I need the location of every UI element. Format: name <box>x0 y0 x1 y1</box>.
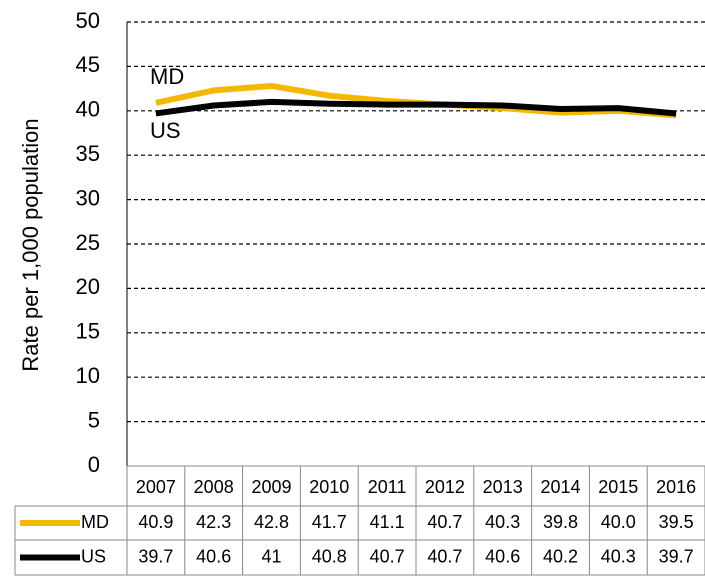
table-value: 40.3 <box>601 546 636 566</box>
table-value: 41.7 <box>312 512 347 532</box>
y-tick-label: 50 <box>76 8 100 33</box>
table-value: 40.6 <box>196 546 231 566</box>
y-tick-label: 35 <box>76 141 100 166</box>
table-value: 40.0 <box>601 512 636 532</box>
table-value: 41 <box>261 546 281 566</box>
y-tick-label: 40 <box>76 97 100 122</box>
x-tick-label: 2011 <box>368 477 407 497</box>
table-value: 39.8 <box>543 512 578 532</box>
table-value: 40.6 <box>485 546 520 566</box>
x-tick-label: 2012 <box>425 477 465 497</box>
table-value: 39.7 <box>138 546 173 566</box>
y-tick-label: 25 <box>76 230 100 255</box>
x-tick-label: 2014 <box>540 477 580 497</box>
table-value: 40.3 <box>485 512 520 532</box>
legend-label: MD <box>81 512 109 532</box>
table-value: 40.7 <box>370 546 405 566</box>
series-line <box>155 98 677 117</box>
y-tick-label: 0 <box>88 452 100 477</box>
x-tick-label: 2007 <box>136 477 176 497</box>
table-value: 40.7 <box>427 512 462 532</box>
x-tick-label: 2010 <box>309 477 349 497</box>
y-tick-label: 20 <box>76 274 100 299</box>
table-value: 39.5 <box>659 512 694 532</box>
x-tick-label: 2009 <box>251 477 291 497</box>
y-tick-label: 30 <box>76 185 100 210</box>
table-value: 39.7 <box>659 546 694 566</box>
y-tick-label: 15 <box>76 319 100 344</box>
table-value: 42.8 <box>254 512 289 532</box>
table-value: 40.7 <box>427 546 462 566</box>
y-tick-label: 10 <box>76 363 100 388</box>
series-annotation: US <box>150 118 181 143</box>
series-annotation: MD <box>150 64 184 89</box>
x-tick-label: 2016 <box>656 477 696 497</box>
y-axis-label: Rate per 1,000 population <box>18 118 43 371</box>
table-value: 40.2 <box>543 546 578 566</box>
x-tick-label: 2008 <box>194 477 234 497</box>
table-value: 42.3 <box>196 512 231 532</box>
legend-label: US <box>81 546 106 566</box>
x-tick-label: 2015 <box>598 477 638 497</box>
table-value: 40.9 <box>138 512 173 532</box>
y-tick-label: 5 <box>88 407 100 432</box>
table-value: 40.8 <box>312 546 347 566</box>
x-tick-label: 2013 <box>483 477 523 497</box>
table-value: 41.1 <box>370 512 405 532</box>
y-tick-label: 45 <box>76 52 100 77</box>
